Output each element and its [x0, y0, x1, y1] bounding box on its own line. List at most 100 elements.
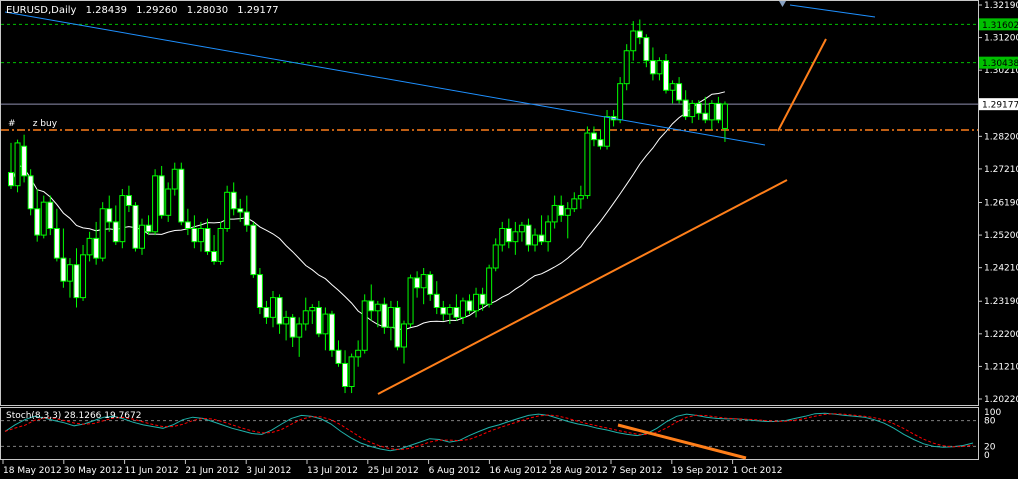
date-tick-label: 3 Jul 2012 [246, 466, 291, 476]
candle-body [564, 208, 571, 216]
candle-body [453, 306, 460, 318]
high-value: 1.29260 [136, 5, 178, 16]
candle-body [440, 306, 447, 315]
candle-body [184, 221, 191, 229]
orange-support-line [377, 179, 788, 395]
candle-body [505, 227, 512, 243]
symbol-label: EURUSD,Daily [6, 5, 77, 16]
candle-body [230, 191, 237, 210]
price-tick-label: 1.24210 [984, 264, 1018, 274]
candle-body [427, 274, 434, 295]
candle-body [328, 313, 335, 351]
candle-body [459, 300, 466, 318]
candle-body [243, 211, 250, 226]
candle-body [289, 316, 296, 338]
candle-body [604, 116, 611, 147]
order-label: # z buy [8, 119, 58, 129]
low-value: 1.28030 [186, 5, 229, 16]
stochastic-panel [1, 412, 978, 460]
date-tick-label: 19 Sep 2012 [672, 466, 729, 476]
candle-body [256, 274, 263, 308]
candle-body [676, 83, 683, 101]
candle-body [355, 349, 362, 358]
date-tick-label: 13 Jul 2012 [307, 466, 358, 476]
candle-body [466, 300, 473, 312]
stoch-tick-label: 100 [984, 408, 1001, 418]
date-tick-label: 25 Jul 2012 [368, 466, 419, 476]
candle-body [145, 224, 152, 233]
stoch-signal-line [4, 413, 974, 451]
date-tick-label: 28 Aug 2012 [550, 466, 608, 476]
candle-body [178, 168, 185, 223]
stoch-tick-label: 80 [984, 417, 996, 427]
candle-body [73, 264, 80, 299]
candle-body [152, 175, 159, 233]
candle-body [479, 293, 486, 305]
candle-body [682, 99, 689, 118]
price-tick-label: 1.25200 [984, 231, 1018, 241]
price-tick-label: 1.22200 [984, 330, 1018, 340]
candle-body [8, 172, 14, 187]
candles [8, 19, 728, 394]
candle-body [171, 168, 178, 190]
price-tag-box [979, 18, 1018, 31]
price-tag-label: 1.31602 [982, 21, 1018, 31]
candle-body [420, 274, 427, 289]
date-tick-label: 6 Aug 2012 [429, 466, 481, 476]
candle-body [197, 227, 204, 243]
price-tick-label: 1.31200 [984, 34, 1018, 44]
candle-body [237, 208, 244, 213]
arrow-marker [779, 1, 786, 7]
stoch-divergence-line [617, 423, 747, 460]
candle-body [270, 297, 276, 318]
candle-body [512, 231, 519, 243]
candle-body [394, 306, 401, 348]
candle-body [695, 102, 702, 114]
candle-body [34, 208, 41, 236]
close-value: 1.29177 [237, 5, 279, 16]
price-pane-frame [0, 0, 979, 406]
price-tick-label: 1.28200 [984, 132, 1018, 142]
candle-body [21, 145, 28, 177]
candle-body [86, 237, 93, 256]
orange-projection-line [777, 38, 827, 132]
candle-body [158, 175, 165, 216]
candle-body [656, 60, 663, 75]
candle-body [276, 297, 283, 325]
candle-body [525, 224, 532, 246]
candle-body [224, 191, 231, 229]
price-tick-label: 1.26190 [984, 198, 1018, 208]
blue-trendline-upper [789, 4, 876, 18]
candle-body [715, 102, 722, 121]
candle-body [538, 234, 545, 243]
candle-body [204, 227, 211, 253]
candle-body [492, 244, 499, 269]
candle-body [217, 227, 224, 262]
date-tick-label: 16 Aug 2012 [489, 466, 547, 476]
candle-body [433, 293, 440, 308]
candle-body [66, 264, 73, 282]
candle-body [401, 323, 407, 348]
candle-body [689, 102, 696, 118]
candle-body [53, 227, 60, 259]
price-tag-label: 1.30438 [982, 59, 1018, 69]
open-value: 1.28439 [85, 5, 127, 16]
candle-body [342, 362, 349, 387]
candle-body [211, 251, 218, 262]
candle-body [27, 175, 34, 210]
candle-body [486, 267, 493, 305]
candle-body [643, 37, 650, 62]
candle-body [112, 221, 119, 243]
candle-body [649, 60, 656, 75]
candle-body [551, 204, 558, 223]
candle-body [414, 277, 421, 289]
candle-body [361, 300, 368, 351]
candle-body [473, 293, 480, 312]
price-tag-box [979, 98, 1018, 111]
price-tick-label: 1.21210 [984, 362, 1018, 372]
price-tick-label: 1.23190 [984, 297, 1018, 307]
candle-body [132, 204, 139, 249]
candle-body [40, 201, 47, 236]
